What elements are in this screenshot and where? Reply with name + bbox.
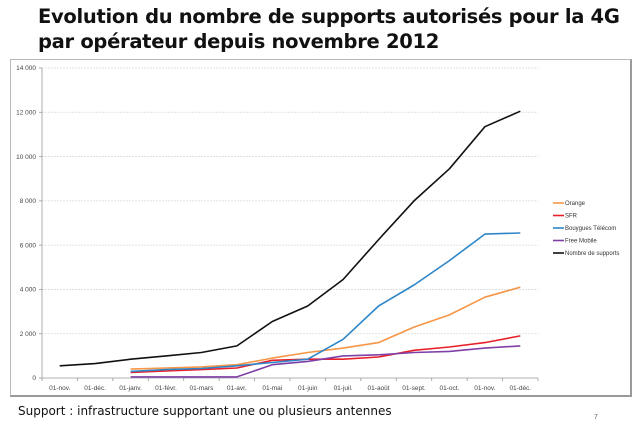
page-number: 7: [594, 414, 598, 421]
y-tick-label: 6 000: [20, 242, 37, 249]
slide-title-line-1: Evolution du nombre de supports autorisé…: [38, 5, 620, 28]
x-tick-label: 01-déc.: [84, 385, 106, 392]
series-lines: [59, 110, 521, 378]
x-tick-label: 01-janv.: [119, 385, 142, 392]
legend-label: Free Mobile: [565, 239, 597, 245]
series-line-bouygues-t-l-com: [130, 232, 521, 373]
y-tick-label: 10 000: [16, 154, 36, 161]
series-line-orange: [130, 286, 521, 370]
x-tick-label: 01-oct.: [439, 385, 459, 392]
legend-label: Orange: [565, 201, 586, 207]
x-tick-label: 01-août: [368, 385, 390, 392]
legend-label: Bouygues Télécom: [565, 226, 616, 232]
x-tick-label: 01-févr.: [155, 385, 177, 392]
footnote: Support : infrastructure supportant une …: [18, 404, 392, 418]
x-axis: 01-nov. 01-déc. 01-janv. 01-févr. 01-mars 01-…: [41, 377, 539, 392]
y-tick-label: 0: [32, 375, 36, 382]
x-tick-label: 01-nov.: [49, 385, 70, 392]
x-tick-label: 01-juin: [298, 385, 318, 392]
legend: Orange SFR Bouygues Télécom Free Mobile Nomb…: [553, 201, 619, 257]
x-tick-label: 01-mars: [190, 385, 215, 392]
x-tick-label: 01-avr.: [227, 385, 247, 392]
y-axis: 0 2 000 4 000 6 000 8 000 10 000 12 000 14 000: [16, 65, 43, 382]
y-tick-label: 2 000: [20, 331, 37, 338]
slide-title-line-2: par opérateur depuis novembre 2012: [38, 30, 440, 53]
x-tick-label: 01-juil.: [334, 385, 353, 392]
y-tick-label: 4 000: [20, 287, 37, 294]
slide-title: Evolution du nombre de supports autorisé…: [38, 4, 638, 54]
series-line-nombre-de-supports: [59, 110, 521, 367]
series-line-free-mobile: [130, 345, 521, 378]
x-tick-label: 01-nov.: [474, 385, 495, 392]
chart-frame: [10, 59, 632, 397]
x-tick-label: 01-déc.: [509, 385, 531, 392]
legend-label: Nombre de supports: [565, 251, 619, 257]
y-tick-label: 8 000: [20, 198, 37, 205]
x-tick-label: 01-sept.: [402, 385, 426, 392]
x-tick-label: 01-mai: [262, 385, 282, 392]
legend-label: SFR: [565, 214, 578, 220]
y-tick-label: 12 000: [16, 109, 36, 116]
y-tick-label: 14 000: [16, 65, 36, 72]
gridlines: [42, 67, 538, 335]
